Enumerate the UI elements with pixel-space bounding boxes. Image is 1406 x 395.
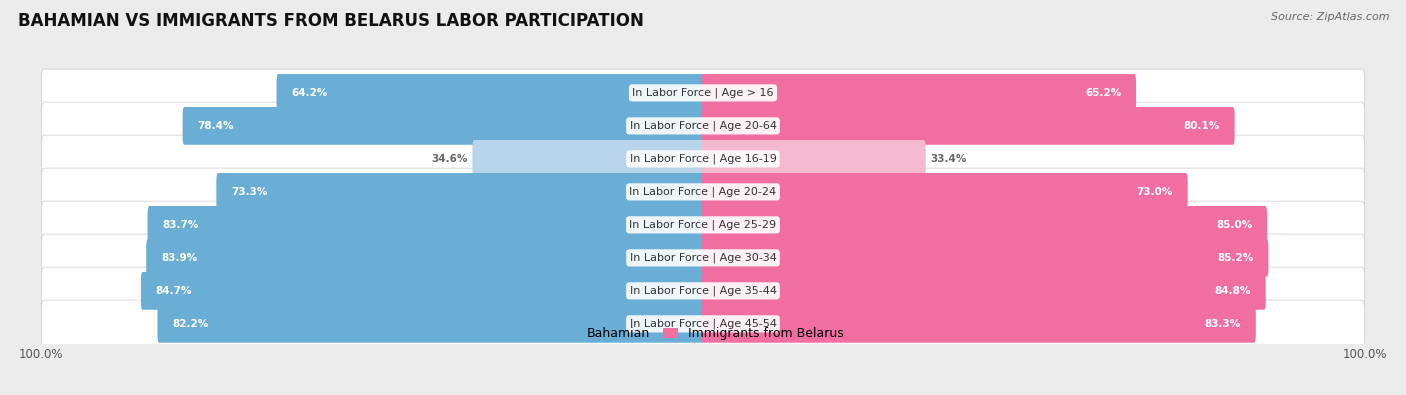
Text: In Labor Force | Age 30-34: In Labor Force | Age 30-34 (630, 253, 776, 263)
Text: In Labor Force | Age 45-54: In Labor Force | Age 45-54 (630, 319, 776, 329)
Text: 85.2%: 85.2% (1218, 253, 1254, 263)
Text: In Labor Force | Age 20-24: In Labor Force | Age 20-24 (630, 186, 776, 197)
Text: 78.4%: 78.4% (197, 121, 233, 131)
Text: 34.6%: 34.6% (432, 154, 467, 164)
Text: 73.0%: 73.0% (1136, 187, 1173, 197)
FancyBboxPatch shape (702, 173, 1188, 211)
Text: In Labor Force | Age 16-19: In Labor Force | Age 16-19 (630, 154, 776, 164)
FancyBboxPatch shape (41, 69, 1365, 117)
FancyBboxPatch shape (41, 234, 1365, 282)
Text: 64.2%: 64.2% (291, 88, 328, 98)
Text: 33.4%: 33.4% (931, 154, 967, 164)
Text: 65.2%: 65.2% (1085, 88, 1121, 98)
FancyBboxPatch shape (702, 272, 1265, 310)
FancyBboxPatch shape (41, 201, 1365, 248)
FancyBboxPatch shape (702, 305, 1256, 343)
Text: Source: ZipAtlas.com: Source: ZipAtlas.com (1271, 12, 1389, 22)
Text: 84.8%: 84.8% (1215, 286, 1251, 296)
FancyBboxPatch shape (702, 206, 1267, 244)
FancyBboxPatch shape (702, 107, 1234, 145)
FancyBboxPatch shape (148, 206, 704, 244)
Text: 85.0%: 85.0% (1216, 220, 1253, 230)
FancyBboxPatch shape (702, 74, 1136, 112)
FancyBboxPatch shape (41, 168, 1365, 216)
FancyBboxPatch shape (146, 239, 704, 277)
FancyBboxPatch shape (217, 173, 704, 211)
FancyBboxPatch shape (41, 135, 1365, 182)
Text: In Labor Force | Age 20-64: In Labor Force | Age 20-64 (630, 120, 776, 131)
Text: 83.3%: 83.3% (1205, 319, 1241, 329)
FancyBboxPatch shape (277, 74, 704, 112)
Text: 83.9%: 83.9% (162, 253, 197, 263)
FancyBboxPatch shape (702, 239, 1268, 277)
Text: 73.3%: 73.3% (231, 187, 267, 197)
FancyBboxPatch shape (41, 300, 1365, 348)
FancyBboxPatch shape (41, 267, 1365, 314)
FancyBboxPatch shape (472, 140, 704, 178)
FancyBboxPatch shape (157, 305, 704, 343)
FancyBboxPatch shape (702, 140, 925, 178)
Text: In Labor Force | Age 35-44: In Labor Force | Age 35-44 (630, 286, 776, 296)
Text: 83.7%: 83.7% (163, 220, 198, 230)
Text: In Labor Force | Age 25-29: In Labor Force | Age 25-29 (630, 220, 776, 230)
FancyBboxPatch shape (41, 102, 1365, 150)
Text: BAHAMIAN VS IMMIGRANTS FROM BELARUS LABOR PARTICIPATION: BAHAMIAN VS IMMIGRANTS FROM BELARUS LABO… (18, 12, 644, 30)
Text: 84.7%: 84.7% (156, 286, 193, 296)
Text: 82.2%: 82.2% (173, 319, 208, 329)
Text: 80.1%: 80.1% (1184, 121, 1220, 131)
Legend: Bahamian, Immigrants from Belarus: Bahamian, Immigrants from Belarus (562, 327, 844, 340)
FancyBboxPatch shape (183, 107, 704, 145)
Text: In Labor Force | Age > 16: In Labor Force | Age > 16 (633, 88, 773, 98)
FancyBboxPatch shape (141, 272, 704, 310)
